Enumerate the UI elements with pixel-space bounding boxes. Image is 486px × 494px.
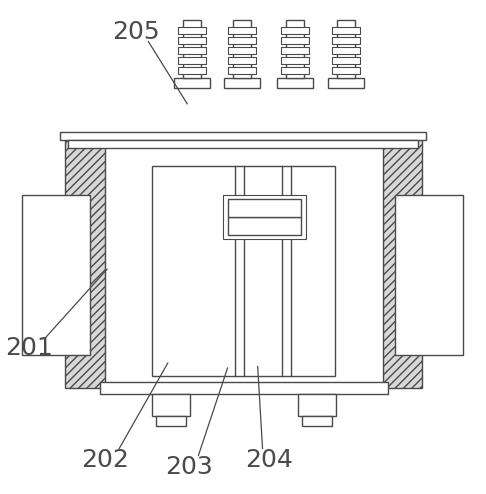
Text: 205: 205 (112, 20, 160, 44)
Bar (277, 78, 313, 88)
Text: 202: 202 (81, 449, 129, 472)
Text: 204: 204 (245, 449, 293, 472)
Bar (68, 140, 418, 148)
Bar (228, 27, 256, 34)
Bar (228, 217, 301, 235)
Bar (298, 394, 336, 416)
Bar (281, 37, 309, 44)
Bar (228, 67, 256, 74)
Bar (65, 136, 422, 388)
Bar (183, 20, 201, 78)
Bar (152, 166, 335, 376)
Bar (332, 57, 360, 64)
Bar (281, 47, 309, 54)
Bar (281, 27, 309, 34)
Bar (223, 195, 306, 239)
Bar (100, 382, 388, 394)
Bar (332, 47, 360, 54)
Bar (60, 132, 426, 140)
Bar (395, 195, 463, 355)
Bar (281, 57, 309, 64)
Bar (228, 37, 256, 44)
Bar (178, 27, 206, 34)
Bar (328, 78, 364, 88)
Bar (228, 47, 256, 54)
Bar (286, 20, 304, 78)
Bar (174, 78, 210, 88)
Bar (178, 57, 206, 64)
Text: 201: 201 (5, 336, 53, 360)
Bar (224, 78, 260, 88)
Bar (178, 37, 206, 44)
Bar (228, 199, 301, 217)
Bar (332, 27, 360, 34)
Bar (178, 67, 206, 74)
Bar (332, 37, 360, 44)
Bar (178, 47, 206, 54)
Bar (105, 147, 383, 385)
Bar (22, 195, 90, 355)
Bar (156, 416, 186, 426)
Bar (302, 416, 332, 426)
Bar (228, 57, 256, 64)
Bar (281, 67, 309, 74)
Bar (233, 20, 251, 78)
Bar (332, 67, 360, 74)
Bar (337, 20, 355, 78)
Bar (152, 394, 190, 416)
Text: 203: 203 (165, 455, 212, 479)
